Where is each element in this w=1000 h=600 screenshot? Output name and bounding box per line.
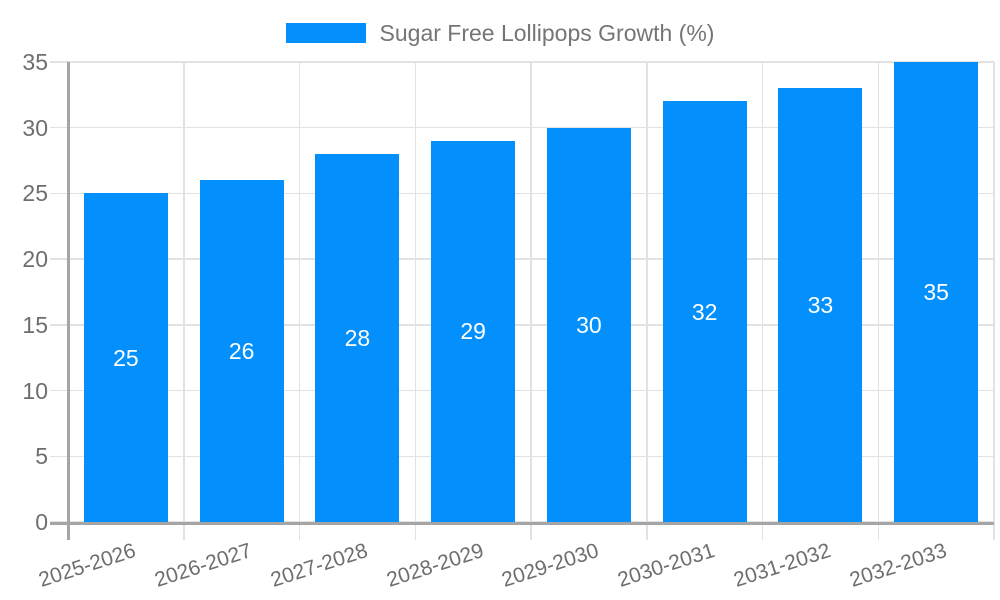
legend-swatch (285, 23, 366, 43)
y-axis-tick-label: 10 (22, 377, 48, 404)
gridline-v (646, 62, 648, 540)
gridline-v (414, 62, 416, 540)
gridline-v (877, 62, 879, 540)
y-axis-line (66, 62, 70, 540)
gridline-h (50, 126, 994, 129)
gridline-h (50, 455, 994, 458)
gridline-v (761, 62, 764, 540)
bar[interactable] (778, 88, 863, 522)
y-axis-tick-label: 30 (22, 114, 48, 141)
bar-value-label: 29 (460, 318, 486, 345)
x-axis-category-label: 2031-2032 (730, 539, 834, 592)
legend: Sugar Free Lollipops Growth (%) (0, 20, 1000, 46)
gridline-h (50, 258, 994, 260)
y-axis-tick-label: 20 (22, 246, 48, 273)
bar[interactable] (894, 62, 979, 522)
y-axis-tick-label: 15 (22, 311, 48, 338)
bar-value-label: 28 (344, 325, 371, 351)
y-axis-tick-label: 35 (22, 49, 48, 75)
y-axis-tick-label: 25 (22, 180, 48, 207)
gridline-h (50, 324, 994, 326)
x-axis-category-label: 2032-2033 (846, 539, 950, 592)
bar-value-label: 32 (691, 298, 718, 325)
gridline-h (50, 192, 994, 195)
x-axis-category-label: 2029-2030 (499, 539, 602, 592)
bar-value-label: 25 (113, 344, 139, 371)
x-axis-category-label: 2027-2028 (267, 539, 371, 592)
gridline-v (183, 62, 185, 540)
x-axis-category-label: 2028-2029 (383, 539, 487, 592)
bar-value-label: 35 (923, 279, 949, 305)
gridline-h (50, 61, 994, 63)
y-axis-tick-label: 5 (35, 443, 48, 470)
y-axis-tick-label: 0 (35, 509, 48, 535)
legend-label: Sugar Free Lollipops Growth (%) (379, 20, 715, 46)
plot-area: 0 5 10 15 20 25 30 35 25 2025-2026 26 2026-2027 28 20… (22, 50, 995, 592)
bar[interactable] (546, 127, 631, 522)
bar[interactable] (199, 180, 284, 522)
bar-value-label: 26 (228, 338, 255, 365)
gridline-v (993, 62, 995, 540)
bar[interactable] (662, 101, 747, 522)
bar[interactable] (315, 154, 400, 522)
x-axis-category-label: 2025-2026 (36, 539, 139, 592)
x-axis-category-label: 2026-2027 (152, 539, 255, 592)
bar[interactable] (431, 140, 516, 522)
gridline-v (298, 62, 301, 540)
gridline-h (50, 389, 994, 392)
bar-value-label: 33 (807, 292, 834, 319)
x-axis-line (50, 522, 994, 525)
bar[interactable] (83, 193, 168, 522)
x-axis-category-label: 2030-2031 (615, 539, 718, 592)
gridline-v (530, 62, 532, 540)
bar-value-label: 30 (576, 311, 602, 338)
